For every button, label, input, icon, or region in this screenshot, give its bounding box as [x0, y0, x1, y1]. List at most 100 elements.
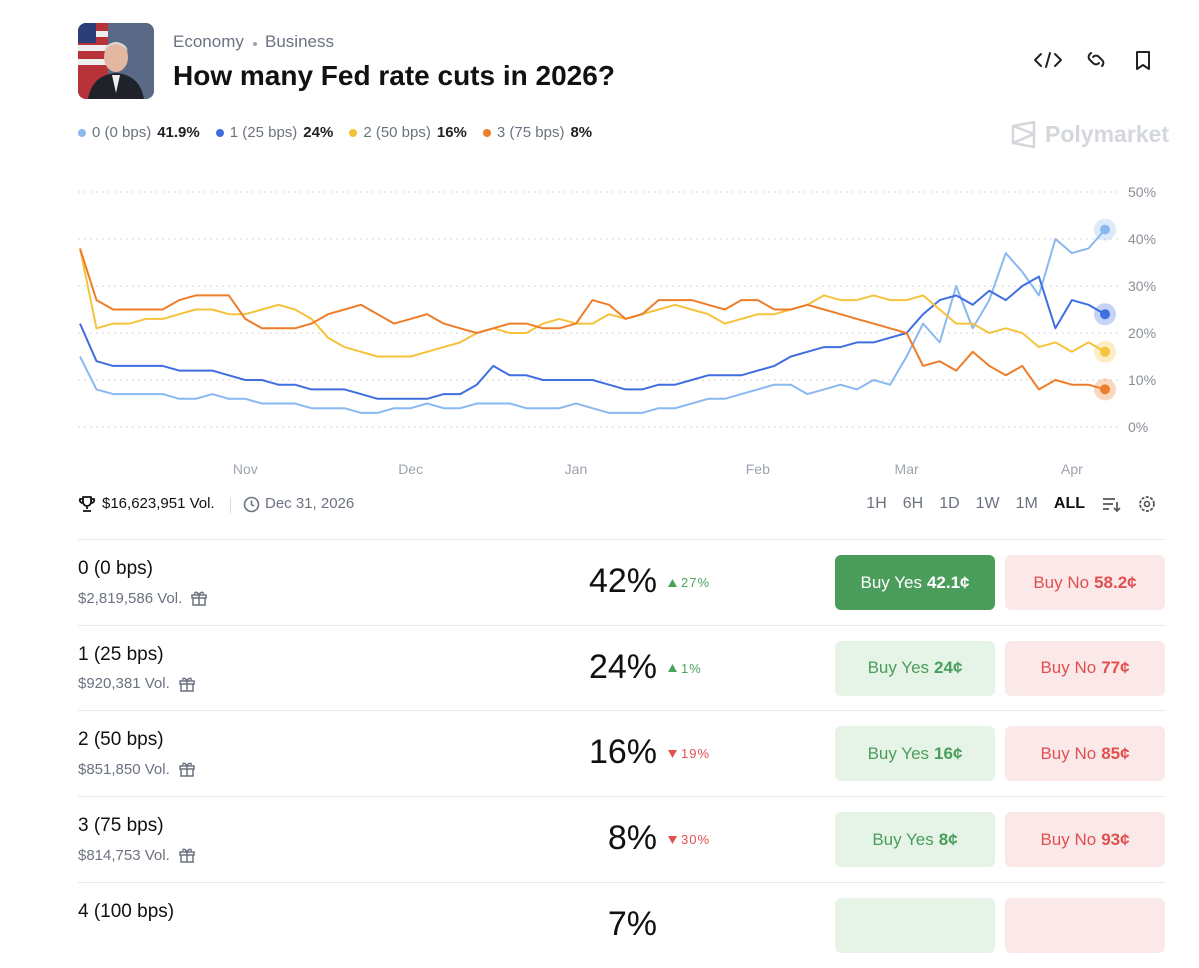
- gift-glyph: [179, 762, 195, 778]
- gear-ring: [1139, 496, 1155, 512]
- x-tick-label: Dec: [398, 461, 423, 477]
- end-point: [1100, 309, 1110, 320]
- chart: 0% 10% 20% 30% 40% 50% Nov Dec Jan Feb Mar Apr: [78, 184, 1156, 477]
- outcome-volume-wrap: $920,381 Vol.: [78, 675, 196, 693]
- outcome-volume-wrap: $814,753 Vol.: [78, 846, 196, 864]
- gift-icon[interactable]: [178, 675, 196, 693]
- gift-icon[interactable]: [190, 589, 208, 607]
- legend-value: 8%: [570, 124, 593, 141]
- outcome-row[interactable]: 2 (50 bps) $851,850 Vol. 16% 19% Buy Yes 16¢ B…: [78, 710, 1165, 796]
- buy-yes-button[interactable]: Buy Yes 8¢: [835, 812, 995, 868]
- buy-yes-button[interactable]: [835, 897, 995, 953]
- buy-no-label: Buy No: [1033, 572, 1090, 592]
- legend-dot: [482, 128, 491, 137]
- gift-icon[interactable]: [178, 846, 196, 864]
- outcome-change: 1%: [668, 661, 702, 676]
- legend-value: 16%: [436, 124, 467, 141]
- legend-value: 24%: [303, 124, 334, 141]
- legend-name: 2 (50 bps): [363, 124, 431, 141]
- range-option[interactable]: 1W: [975, 495, 1000, 512]
- range-option[interactable]: 1M: [1015, 495, 1038, 512]
- gift-icon[interactable]: [178, 760, 196, 778]
- change-value: 27%: [681, 575, 711, 590]
- buy-no-price: 93¢: [1101, 829, 1130, 849]
- outcome-chance: 42%: [588, 562, 657, 600]
- legend-item: 1 (25 bps) 24%: [215, 124, 334, 141]
- buy-no-label: Buy No: [1040, 658, 1097, 678]
- change-arrow: [668, 835, 677, 844]
- outcome-volume: $851,850 Vol.: [78, 760, 170, 778]
- embed-icon[interactable]: [1034, 52, 1062, 68]
- sort-icon[interactable]: [1101, 494, 1121, 514]
- buy-no-price: 85¢: [1101, 743, 1130, 763]
- buy-no-button[interactable]: Buy No 93¢: [1005, 812, 1165, 868]
- outcome-row[interactable]: 0 (0 bps) $2,819,586 Vol. 42% 27% Buy Yes 42.…: [78, 539, 1165, 625]
- buy-yes-button[interactable]: Buy Yes 42.1¢: [835, 555, 995, 610]
- change-triangle: [668, 835, 677, 844]
- outcome-name: 4 (100 bps): [78, 900, 175, 922]
- legend-dot: [349, 128, 358, 137]
- outcome-name: 2 (50 bps): [78, 729, 164, 751]
- buy-no-button[interactable]: Buy No 77¢: [1005, 640, 1165, 696]
- y-tick-label: 40%: [1128, 231, 1156, 247]
- buy-no-button[interactable]: [1005, 897, 1165, 953]
- series-line: [79, 275, 1106, 400]
- market-image: [78, 23, 154, 99]
- buy-no-button[interactable]: Buy No 58.2¢: [1005, 555, 1165, 610]
- outcome-change: 19%: [668, 746, 710, 761]
- legend-item: 3 (75 bps) 8%: [482, 124, 593, 141]
- outcome-row[interactable]: 1 (25 bps) $920,381 Vol. 24% 1% Buy Yes 24¢ Bu…: [78, 624, 1165, 711]
- range-icons: [1093, 494, 1165, 514]
- end-date: Dec 31, 2026: [265, 495, 355, 512]
- buy-no-button[interactable]: Buy No 85¢: [1005, 726, 1165, 782]
- buy-yes-label: Buy Yes: [867, 658, 930, 678]
- portrait: [78, 23, 154, 99]
- range-option[interactable]: 1D: [939, 495, 960, 512]
- range-option[interactable]: 6H: [902, 495, 924, 512]
- change-value: 1%: [681, 660, 702, 676]
- sort-glyph: [1103, 498, 1121, 513]
- buy-yes-price: 42.1¢: [926, 572, 970, 592]
- end-point: [1100, 346, 1110, 357]
- outcome-name: 1 (25 bps): [78, 643, 164, 665]
- buy-yes-price: 16¢: [934, 743, 963, 763]
- outcome-name: 3 (75 bps): [78, 815, 164, 837]
- buy-yes-button[interactable]: Buy Yes 16¢: [835, 726, 995, 782]
- buy-no-price: 58.2¢: [1094, 572, 1137, 592]
- change-arrow: [668, 664, 677, 673]
- gift-glyph: [179, 848, 195, 863]
- change-arrow: [668, 749, 677, 758]
- outcome-chance: 7%: [607, 904, 657, 943]
- settings-icon[interactable]: [1137, 494, 1157, 514]
- outcome-name: 0 (0 bps): [78, 558, 153, 579]
- range-option[interactable]: ALL: [1053, 495, 1085, 512]
- outcome-row[interactable]: 4 (100 bps) 7%: [78, 881, 1165, 968]
- outcome-row[interactable]: 3 (75 bps) $814,753 Vol. 8% 30% Buy Yes 8¢ Buy…: [78, 796, 1165, 882]
- category[interactable]: Business: [265, 32, 334, 51]
- category[interactable]: Economy: [173, 32, 244, 51]
- legend: 0 (0 bps) 41.9% 1 (25 bps) 24% 2 (50 bps) 16%…: [78, 124, 592, 141]
- outcome-volume: $2,819,586 Vol.: [78, 589, 183, 607]
- end-point: [1100, 384, 1110, 395]
- legend-item: 0 (0 bps) 41.9%: [78, 124, 200, 141]
- legend-item: 2 (50 bps) 16%: [349, 124, 467, 141]
- legend-name: 3 (75 bps): [496, 124, 565, 141]
- outcome-volume-wrap: $851,850 Vol.: [78, 760, 196, 778]
- end-point: [1100, 224, 1110, 235]
- change-triangle: [668, 578, 677, 587]
- x-tick-label: Mar: [895, 461, 919, 477]
- x-tick-label: Feb: [746, 461, 770, 477]
- outcome-chance: 24%: [588, 647, 657, 686]
- range-option[interactable]: 1H: [866, 495, 887, 512]
- change-triangle: [668, 664, 677, 673]
- outcome-chance: 8%: [607, 819, 657, 858]
- buy-yes-label: Buy Yes: [867, 743, 930, 763]
- buy-yes-button[interactable]: Buy Yes 24¢: [835, 640, 995, 696]
- bookmark-icon[interactable]: [1136, 51, 1150, 70]
- legend-dot: [215, 128, 224, 137]
- legend-name: 1 (25 bps): [229, 124, 298, 141]
- market-title: How many Fed rate cuts in 2026?: [173, 60, 615, 91]
- link-icon[interactable]: [1087, 52, 1105, 67]
- change-value: 19%: [681, 746, 711, 762]
- series-line: [79, 228, 1106, 414]
